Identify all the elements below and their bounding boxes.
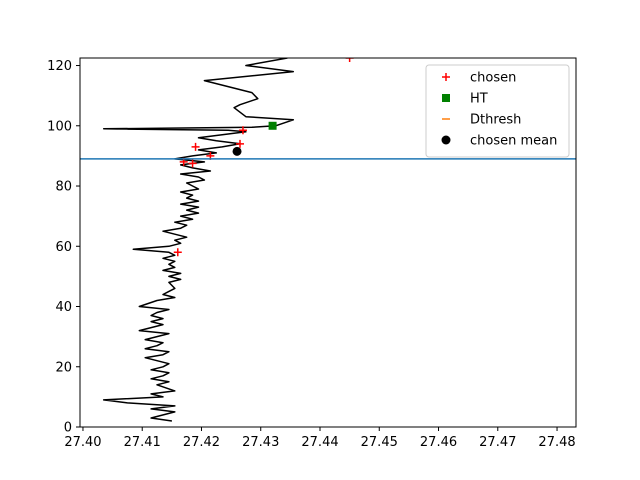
chosen-marker: [188, 159, 197, 168]
y-tick-label: 100: [47, 119, 72, 134]
y-tick-label: 80: [55, 180, 72, 195]
x-axis: 27.40 27.41 27.42 27.43 27.44 27.45 27.46 27.47…: [64, 427, 576, 450]
legend-box: [425, 64, 570, 158]
legend-ht-label: HT: [470, 92, 488, 107]
x-tick-label: 27.48: [538, 435, 575, 450]
x-tick-label: 27.45: [361, 435, 398, 450]
chosen-marker: [236, 139, 244, 148]
chosen-marker: [191, 142, 200, 151]
y-tick-label: 0: [64, 421, 72, 436]
x-tick-label: 27.41: [124, 435, 161, 450]
legend-chosen-label: chosen: [470, 71, 516, 86]
chosen-mean-marker: [232, 146, 242, 156]
legend-chosen-mean-marker: [441, 135, 451, 145]
ht-marker: [268, 121, 277, 130]
profile-line: [102, 58, 295, 422]
x-tick-label: 27.43: [242, 435, 279, 450]
chosen-marker: [238, 126, 247, 135]
legend-chosen-mean-label: chosen mean: [470, 134, 557, 149]
chosen-marker: [173, 248, 182, 257]
plot-area: [80, 58, 576, 422]
x-tick-label: 27.40: [64, 435, 101, 450]
y-tick-label: 40: [55, 300, 72, 315]
x-tick-label: 27.44: [301, 435, 338, 450]
legend-chosen-marker: [442, 73, 450, 81]
x-tick-label: 27.46: [420, 435, 457, 450]
axes-frame: [79, 57, 577, 428]
chosen-marker: [345, 58, 354, 62]
x-tick-label: 27.42: [183, 435, 220, 450]
y-tick-label: 120: [47, 59, 72, 74]
y-tick-label: 20: [55, 360, 72, 375]
x-tick-label: 27.47: [479, 435, 516, 450]
y-tick-label: 60: [55, 240, 72, 255]
y-axis: 0 20 40 60 80 100 120: [47, 59, 80, 436]
legend: chosen HT Dthresh chosen mean: [425, 64, 570, 158]
legend-ht-marker: [442, 94, 450, 102]
legend-dthresh-label: Dthresh: [470, 113, 521, 128]
